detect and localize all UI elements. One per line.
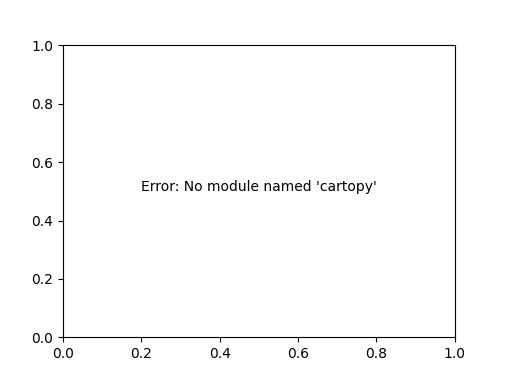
Text: Error: No module named 'cartopy': Error: No module named 'cartopy' bbox=[141, 180, 377, 194]
